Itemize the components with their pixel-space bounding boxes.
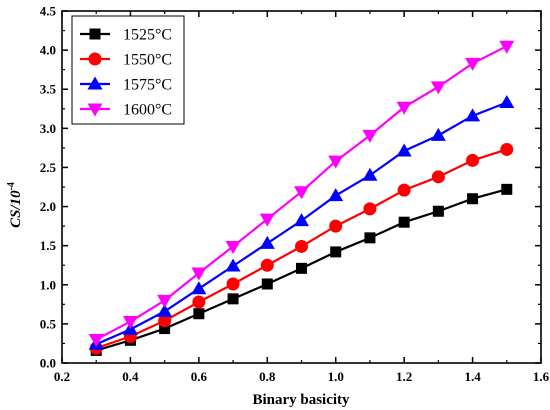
y-tick-label: 2.5 [40, 160, 57, 175]
data-point [260, 258, 274, 272]
data-point [397, 183, 411, 197]
data-point [430, 127, 446, 141]
data-point [193, 308, 205, 320]
x-tick-label: 0.4 [122, 369, 139, 384]
legend-marker [89, 28, 101, 40]
data-point [259, 213, 275, 227]
data-point [362, 129, 378, 143]
data-point [159, 323, 171, 335]
data-point [430, 81, 446, 95]
y-tick-label: 0.5 [40, 316, 57, 331]
data-point [465, 108, 481, 122]
y-axis-label-exponent: -4 [6, 182, 17, 190]
data-point [396, 143, 412, 157]
data-point [466, 153, 480, 167]
data-point [364, 232, 376, 244]
data-point [396, 101, 412, 115]
plot-frame [61, 10, 542, 364]
legend-marker [88, 52, 102, 66]
data-point [295, 239, 308, 253]
data-point [500, 142, 514, 156]
data-point [363, 202, 377, 216]
data-point [329, 219, 343, 233]
data-point [192, 295, 206, 309]
x-tick-label: 0.8 [259, 369, 276, 384]
data-point [296, 262, 307, 274]
data-point [398, 216, 410, 228]
legend-label: 1600°C [123, 102, 172, 119]
legend-marker [87, 76, 103, 90]
data-point [431, 170, 445, 184]
x-tick-label: 0.2 [54, 369, 70, 384]
data-point [328, 188, 344, 202]
x-tick-label: 0.6 [191, 369, 208, 384]
data-point [501, 183, 513, 195]
series-0 [90, 183, 513, 356]
series-3 [88, 40, 515, 348]
legend-label: 1575°C [123, 77, 172, 94]
data-point [499, 95, 515, 109]
data-point [499, 40, 515, 54]
y-tick-label: 3.0 [40, 121, 56, 136]
legend: 1525°C 1550°C 1575°C 1600°C [71, 15, 185, 125]
y-tick-label: 0.0 [40, 356, 56, 371]
x-axis-label: Binary basicity [252, 392, 350, 408]
y-tick-label: 4.0 [40, 43, 56, 58]
legend-label: 1550°C [123, 52, 172, 69]
data-point [432, 205, 444, 217]
data-point [465, 57, 481, 71]
x-tick-label: 1.0 [328, 369, 344, 384]
y-tick-label: 1.5 [40, 238, 57, 253]
x-tick-label: 1.4 [464, 369, 481, 384]
y-tick-label: 2.0 [40, 199, 56, 214]
data-point [227, 293, 239, 305]
data-point [225, 258, 241, 272]
data-point [330, 246, 342, 258]
y-tick-label: 1.0 [40, 277, 56, 292]
data-point [191, 281, 207, 295]
data-point [261, 278, 273, 290]
legend-label: 1525°C [123, 27, 172, 44]
data-point [328, 155, 344, 169]
series-2 [88, 95, 515, 350]
data-point [294, 186, 309, 200]
y-axis-label-text: CS/10 [8, 190, 24, 228]
x-tick-label: 1.6 [533, 369, 550, 384]
data-point [467, 193, 479, 205]
data-point [226, 277, 240, 291]
data-point [122, 316, 138, 330]
data-point [225, 240, 241, 254]
data-point [88, 334, 104, 348]
series-1 [89, 142, 514, 355]
legend-marker [87, 103, 103, 117]
x-tick-label: 1.2 [396, 369, 412, 384]
data-point [294, 213, 309, 227]
data-point [157, 303, 173, 317]
data-point [157, 294, 173, 308]
data-point [362, 167, 378, 181]
y-axis-label: CS/10-4 [6, 182, 24, 228]
data-point [191, 267, 207, 281]
data-point [158, 314, 172, 328]
y-tick-label: 4.5 [40, 4, 57, 19]
data-point [259, 235, 275, 249]
y-tick-label: 3.5 [40, 82, 57, 97]
